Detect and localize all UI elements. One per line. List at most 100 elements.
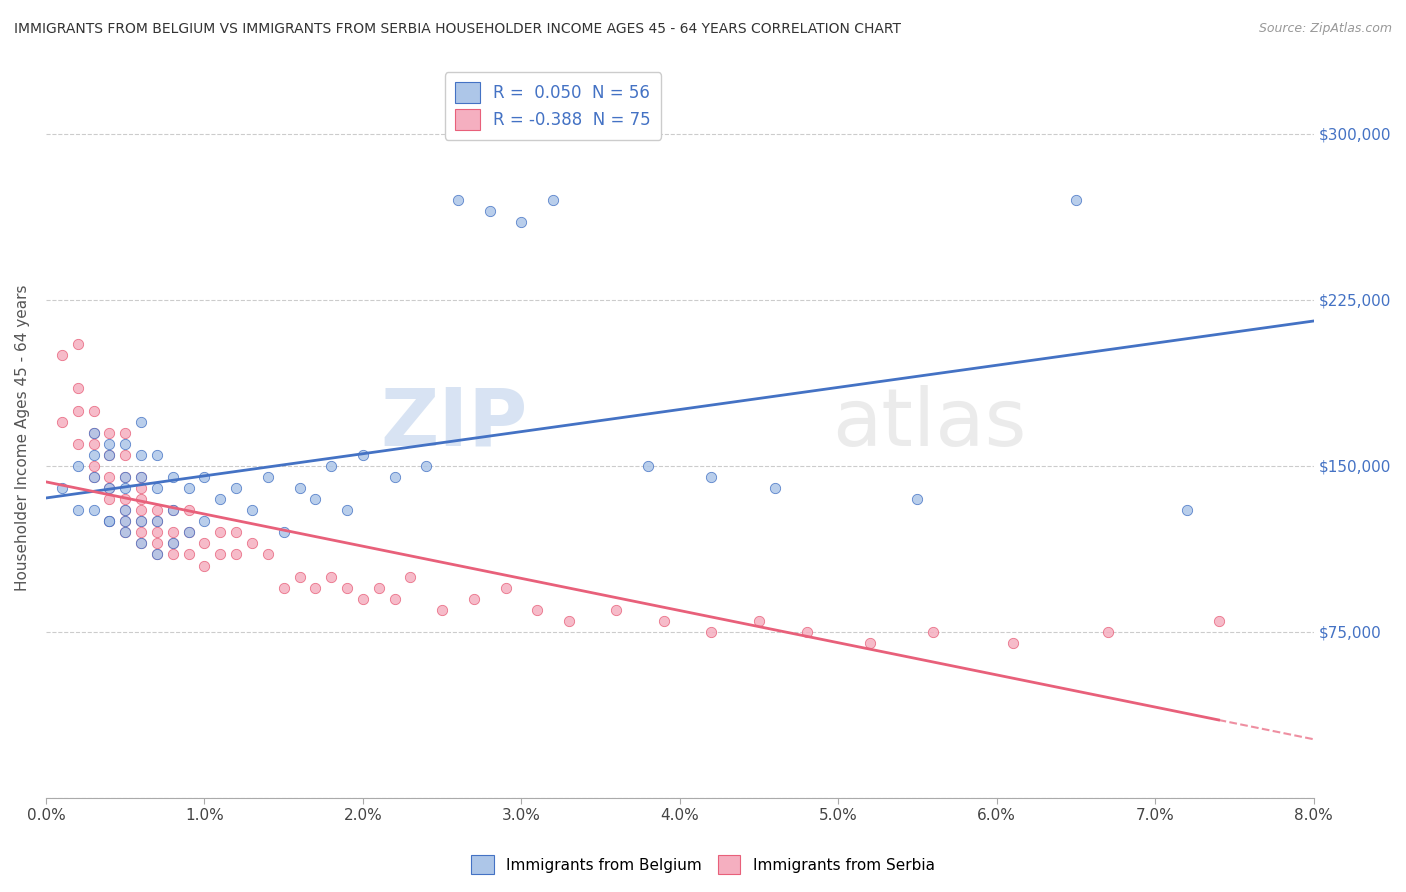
Point [430, 603, 453, 617]
Point [129, 492, 152, 507]
Point [114, 470, 136, 484]
Point [114, 436, 136, 450]
Point [288, 481, 311, 495]
Point [51, 481, 73, 495]
Point [209, 525, 232, 540]
Point [129, 415, 152, 429]
Point [114, 492, 136, 507]
Point [177, 525, 200, 540]
Point [98, 470, 121, 484]
Point [162, 503, 184, 517]
Point [367, 581, 389, 595]
Point [114, 514, 136, 528]
Point [193, 470, 215, 484]
Point [129, 536, 152, 550]
Point [177, 548, 200, 562]
Point [114, 503, 136, 517]
Point [1175, 503, 1198, 517]
Point [748, 614, 770, 628]
Point [541, 193, 564, 207]
Point [114, 448, 136, 462]
Point [384, 591, 406, 606]
Point [162, 503, 184, 517]
Point [114, 425, 136, 440]
Point [652, 614, 675, 628]
Point [146, 503, 169, 517]
Point [478, 204, 501, 219]
Point [146, 481, 169, 495]
Point [336, 503, 359, 517]
Point [83, 436, 105, 450]
Point [162, 536, 184, 550]
Point [1064, 193, 1087, 207]
Point [129, 470, 152, 484]
Point [146, 536, 169, 550]
Point [177, 525, 200, 540]
Point [83, 425, 105, 440]
Point [321, 569, 343, 583]
Point [304, 492, 326, 507]
Point [304, 581, 326, 595]
Point [700, 625, 723, 640]
Point [98, 436, 121, 450]
Point [209, 548, 232, 562]
Legend: R =  0.050  N = 56, R = -0.388  N = 75: R = 0.050 N = 56, R = -0.388 N = 75 [446, 72, 661, 140]
Point [83, 425, 105, 440]
Point [98, 514, 121, 528]
Point [114, 525, 136, 540]
Point [256, 470, 278, 484]
Point [1208, 614, 1230, 628]
Point [225, 548, 247, 562]
Point [526, 603, 548, 617]
Point [384, 470, 406, 484]
Point [922, 625, 945, 640]
Point [637, 458, 659, 473]
Point [336, 581, 359, 595]
Point [66, 436, 89, 450]
Point [114, 503, 136, 517]
Point [193, 536, 215, 550]
Point [129, 448, 152, 462]
Point [162, 525, 184, 540]
Point [114, 470, 136, 484]
Point [129, 514, 152, 528]
Point [114, 514, 136, 528]
Point [83, 458, 105, 473]
Point [700, 470, 723, 484]
Point [605, 603, 627, 617]
Point [98, 514, 121, 528]
Text: IMMIGRANTS FROM BELGIUM VS IMMIGRANTS FROM SERBIA HOUSEHOLDER INCOME AGES 45 - 6: IMMIGRANTS FROM BELGIUM VS IMMIGRANTS FR… [14, 22, 901, 37]
Point [51, 348, 73, 362]
Point [98, 481, 121, 495]
Point [83, 503, 105, 517]
Point [177, 503, 200, 517]
Point [51, 415, 73, 429]
Point [146, 448, 169, 462]
Point [1097, 625, 1119, 640]
Point [146, 514, 169, 528]
Point [129, 470, 152, 484]
Point [510, 215, 533, 229]
Point [83, 448, 105, 462]
Point [129, 536, 152, 550]
Y-axis label: Householder Income Ages 45 - 64 years: Householder Income Ages 45 - 64 years [15, 285, 30, 591]
Point [114, 481, 136, 495]
Point [225, 481, 247, 495]
Point [240, 536, 263, 550]
Point [193, 558, 215, 573]
Point [162, 536, 184, 550]
Point [558, 614, 581, 628]
Point [98, 481, 121, 495]
Point [146, 548, 169, 562]
Point [162, 470, 184, 484]
Point [83, 403, 105, 417]
Point [66, 458, 89, 473]
Point [495, 581, 517, 595]
Point [83, 470, 105, 484]
Point [225, 525, 247, 540]
Text: Source: ZipAtlas.com: Source: ZipAtlas.com [1258, 22, 1392, 36]
Point [907, 492, 929, 507]
Point [763, 481, 786, 495]
Point [83, 470, 105, 484]
Point [98, 492, 121, 507]
